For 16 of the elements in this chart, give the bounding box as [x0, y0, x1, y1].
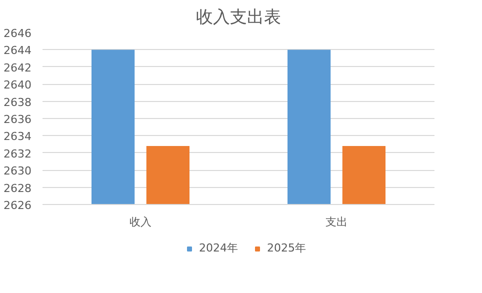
- legend-label: 2024年: [199, 240, 238, 256]
- y-tick-label: 2634: [4, 130, 32, 144]
- y-tick-label: 2626: [4, 199, 32, 212]
- y-tick-label: 2644: [4, 44, 32, 58]
- legend-label: 2025年: [267, 240, 306, 256]
- y-tick-label: 2642: [4, 61, 32, 74]
- y-tick-label: 2630: [4, 164, 32, 178]
- y-tick-label: 2638: [4, 96, 32, 109]
- y-tick-label: 2628: [4, 182, 32, 195]
- x-tick-label: 支出: [326, 216, 348, 228]
- chart-title: 收入支出表: [196, 8, 281, 28]
- y-tick-label: 2636: [4, 113, 32, 126]
- y-tick-label: 2632: [4, 147, 32, 160]
- x-tick-label: 收入: [130, 216, 152, 228]
- y-tick-label: 2640: [4, 78, 32, 92]
- y-tick-label: 2646: [4, 27, 32, 40]
